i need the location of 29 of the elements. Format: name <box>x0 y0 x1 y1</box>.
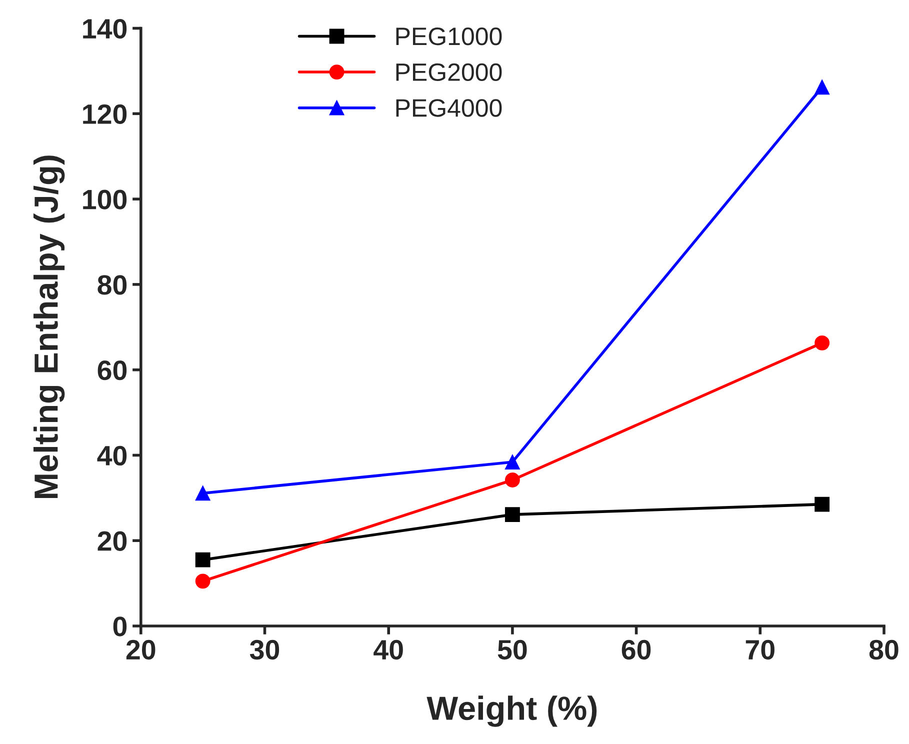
y-tick-label: 100 <box>83 190 127 210</box>
point <box>504 454 520 470</box>
legend-label: PEG2000 <box>396 63 502 82</box>
x-tick-label: 20 <box>126 640 156 660</box>
x-tick-label: 70 <box>746 640 774 660</box>
x-tick-label: 30 <box>250 640 280 660</box>
x-tick-label: 40 <box>374 640 403 660</box>
point <box>195 574 210 589</box>
y-tick-label: 140 <box>83 18 127 39</box>
legend-label: PEG1000 <box>396 28 502 46</box>
point <box>504 472 520 488</box>
x-tick-label: 50 <box>498 640 527 660</box>
legend-label: PEG4000 <box>396 99 502 117</box>
point <box>814 496 830 512</box>
y-tick-label: 80 <box>98 275 127 295</box>
y-tick-label: 40 <box>97 446 127 466</box>
x-tick-label: 60 <box>622 640 651 660</box>
y-axis-title: Melting Enthalpy (J/g) <box>33 156 65 498</box>
x-tick-label: 80 <box>869 640 898 660</box>
y-tick-label: 120 <box>83 104 127 124</box>
y-tick-label: 0 <box>113 616 127 636</box>
point <box>195 486 210 501</box>
y-tick-label: 20 <box>98 531 127 551</box>
point <box>814 335 830 350</box>
x-axis-title: Weight (%) <box>426 696 597 727</box>
point <box>814 80 830 95</box>
point <box>504 507 520 522</box>
point <box>195 552 210 568</box>
y-tick-label: 60 <box>98 360 127 380</box>
